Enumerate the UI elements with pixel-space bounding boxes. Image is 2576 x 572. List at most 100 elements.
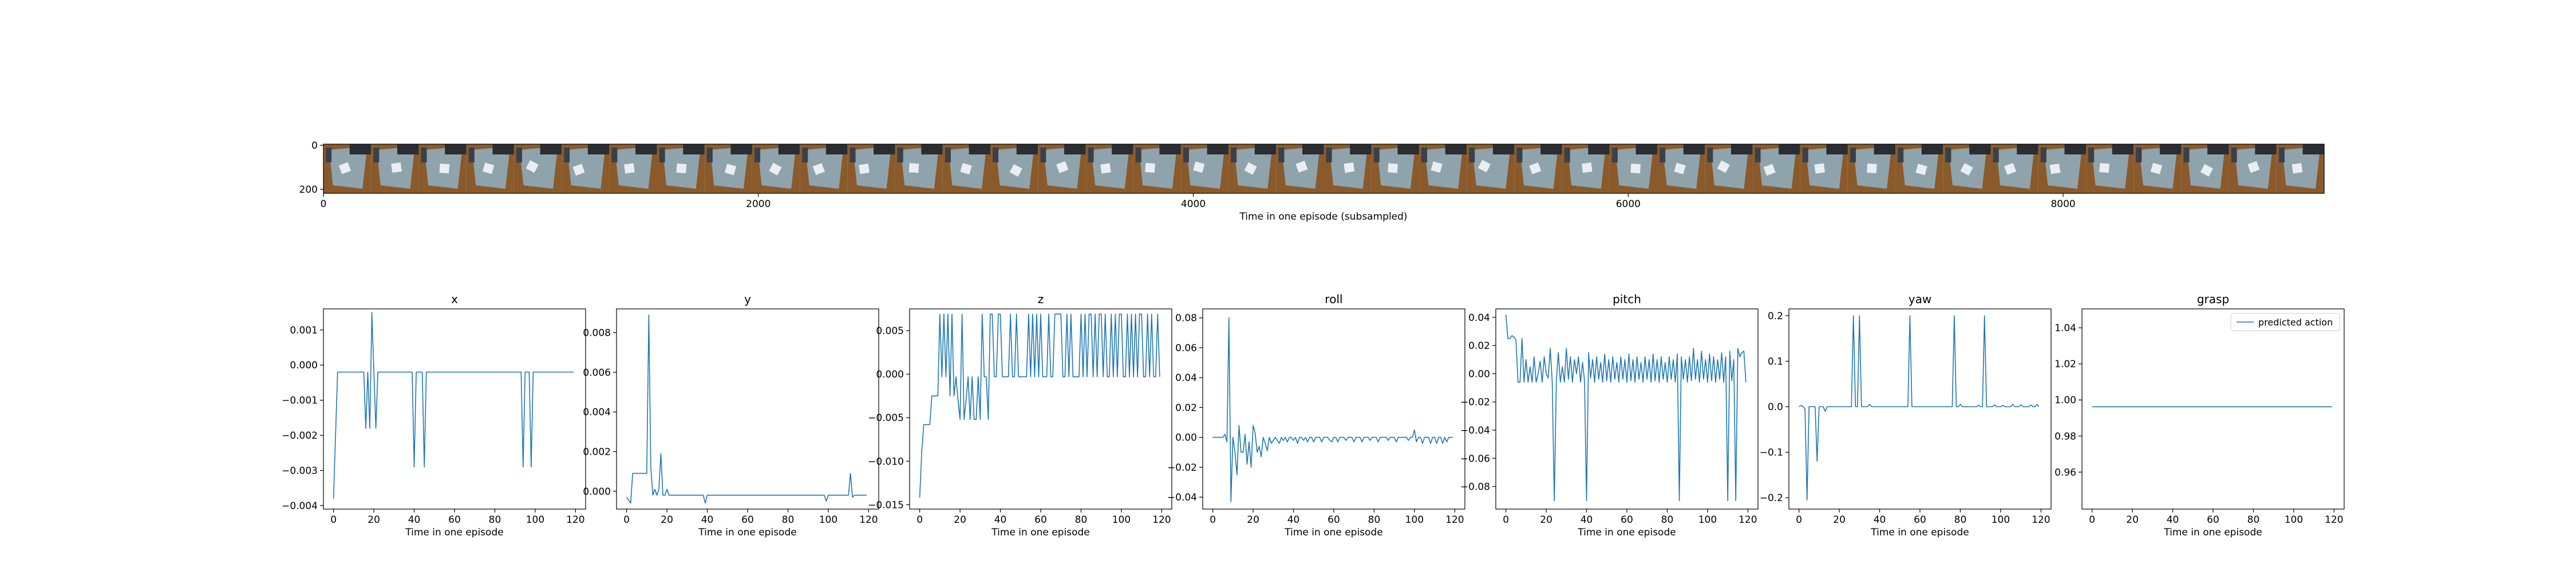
frame-wall: [1112, 144, 1133, 154]
frame-object: [2200, 164, 2213, 177]
y-tick-label: −0.2: [1760, 492, 1783, 504]
frame-object: [1477, 160, 1491, 173]
x-tick-label: 100: [1405, 514, 1424, 526]
episode-frame: [2085, 144, 2134, 193]
y-tick-label: −0.1: [1760, 447, 1783, 459]
y-tick-label: 0.02: [1468, 340, 1490, 352]
frame-strip-xtick-label: 6000: [1616, 198, 1641, 210]
y-tick-label: 0.000: [290, 360, 318, 371]
frame-sink: [1805, 146, 1844, 189]
frame-wall: [1397, 144, 1419, 154]
episode-frame: [371, 144, 419, 193]
x-tick-label: 100: [1112, 514, 1131, 526]
x-tick-label: 20: [661, 514, 673, 526]
frame-wall: [969, 144, 990, 154]
frame-gripper: [1373, 148, 1380, 162]
x-tick-label: 60: [1034, 514, 1047, 526]
y-tick-label: −0.010: [868, 456, 904, 467]
y-tick-label: 0.04: [1175, 372, 1197, 384]
frame-object: [439, 163, 450, 174]
frame-gripper: [1564, 148, 1570, 162]
frame-sink: [805, 146, 844, 189]
episode-frame: [1467, 144, 1515, 193]
episode-frame: [2181, 144, 2229, 193]
x-tick-label: 40: [994, 514, 1007, 526]
frame-sink: [1186, 146, 1225, 189]
frame-gripper: [1660, 148, 1666, 162]
frame-object: [483, 162, 495, 174]
frame-wall: [1445, 144, 1467, 154]
frame-wall: [2207, 144, 2229, 154]
episode-frame: [1371, 144, 1419, 193]
x-tick-label: 0: [330, 514, 337, 526]
x-tick-label: 80: [2247, 514, 2260, 526]
frame-gripper: [1183, 148, 1190, 162]
episode-frame: [1657, 144, 1705, 193]
frame-gripper: [516, 148, 523, 162]
y-tick-label: 0.000: [876, 369, 904, 380]
x-tick-label: 40: [701, 514, 714, 526]
x-tick-label: 20: [954, 514, 966, 526]
y-tick-label: −0.08: [1460, 482, 1490, 493]
frame-wall: [683, 144, 705, 154]
legend-label: predicted action: [2258, 317, 2333, 328]
frame-gripper: [1040, 148, 1046, 162]
x-tick-label: 20: [1247, 514, 1259, 526]
frame-object: [1056, 161, 1069, 173]
frame-object: [1915, 164, 1927, 176]
chart-grasp: grasp 0 20 40 60 80 100 120 1.04 1.02 1.00 0.98 0.96…: [2055, 292, 2345, 538]
frame-wall: [1635, 144, 1657, 154]
y-tick-label: −0.005: [868, 412, 904, 424]
frame-sink: [900, 146, 939, 189]
y-tick-label: −0.04: [1460, 425, 1490, 436]
frame-wall: [1826, 144, 1848, 154]
x-tick-label: 80: [782, 514, 795, 526]
frame-gripper: [1850, 148, 1856, 162]
y-tick-label: 0.000: [583, 486, 611, 498]
x-tick-label: 100: [2285, 514, 2303, 526]
frame-sink: [1472, 146, 1511, 189]
chart-pitch: pitch 0 20 40 60 80 100 120 0.04 0.02 0.00 −0.02 −0.…: [1460, 292, 1759, 538]
frame-gripper: [993, 148, 999, 162]
episode-frame: [1038, 144, 1086, 193]
frame-object: [391, 162, 402, 173]
episode-frame: [1847, 144, 1896, 193]
y-tick-label: 1.00: [2055, 395, 2076, 406]
episode-frame: [1419, 144, 1467, 193]
frame-object: [1344, 162, 1355, 173]
action-charts: x0 20 40 60 80 100 1200.0010.000−0.001−0.002−0…: [282, 292, 2345, 538]
frame-wall: [1588, 144, 1610, 154]
frame-strip-xtick-label: 4000: [1181, 198, 1206, 210]
frame-sink: [1758, 146, 1796, 189]
frame-gripper: [1898, 148, 1904, 162]
frame-gripper: [1516, 148, 1523, 162]
series-line: [1799, 315, 2040, 500]
episode-frame: [1276, 144, 1324, 193]
y-tick-label: 0.08: [1175, 313, 1197, 324]
frame-sink: [1139, 146, 1178, 189]
frame-wall: [1254, 144, 1277, 154]
legend-box: [2230, 313, 2340, 331]
frame-object: [1529, 162, 1542, 174]
y-tick-label: −0.002: [282, 430, 318, 442]
chart-title: yaw: [1909, 292, 1931, 306]
episode-frame: [1609, 144, 1657, 193]
frame-object: [859, 164, 870, 174]
y-tick-label: 0.96: [2055, 467, 2076, 478]
frame-gripper: [659, 148, 665, 162]
episode-frame: [466, 144, 514, 193]
x-tick-label: 80: [489, 514, 501, 526]
frame-wall: [1779, 144, 1800, 154]
y-tick-label: 0.008: [583, 328, 611, 339]
frame-wall: [1921, 144, 1943, 154]
plot-frame: [616, 308, 879, 510]
episode-frame: [942, 144, 990, 193]
frame-strip-xlabel: Time in one episode (subsampled): [1239, 211, 1407, 223]
episode-frame: [1562, 144, 1610, 193]
episode-frame: [800, 144, 848, 193]
frame-object: [1630, 163, 1641, 174]
y-tick-label: 0.98: [2055, 431, 2076, 442]
episode-frame: [1133, 144, 1181, 193]
